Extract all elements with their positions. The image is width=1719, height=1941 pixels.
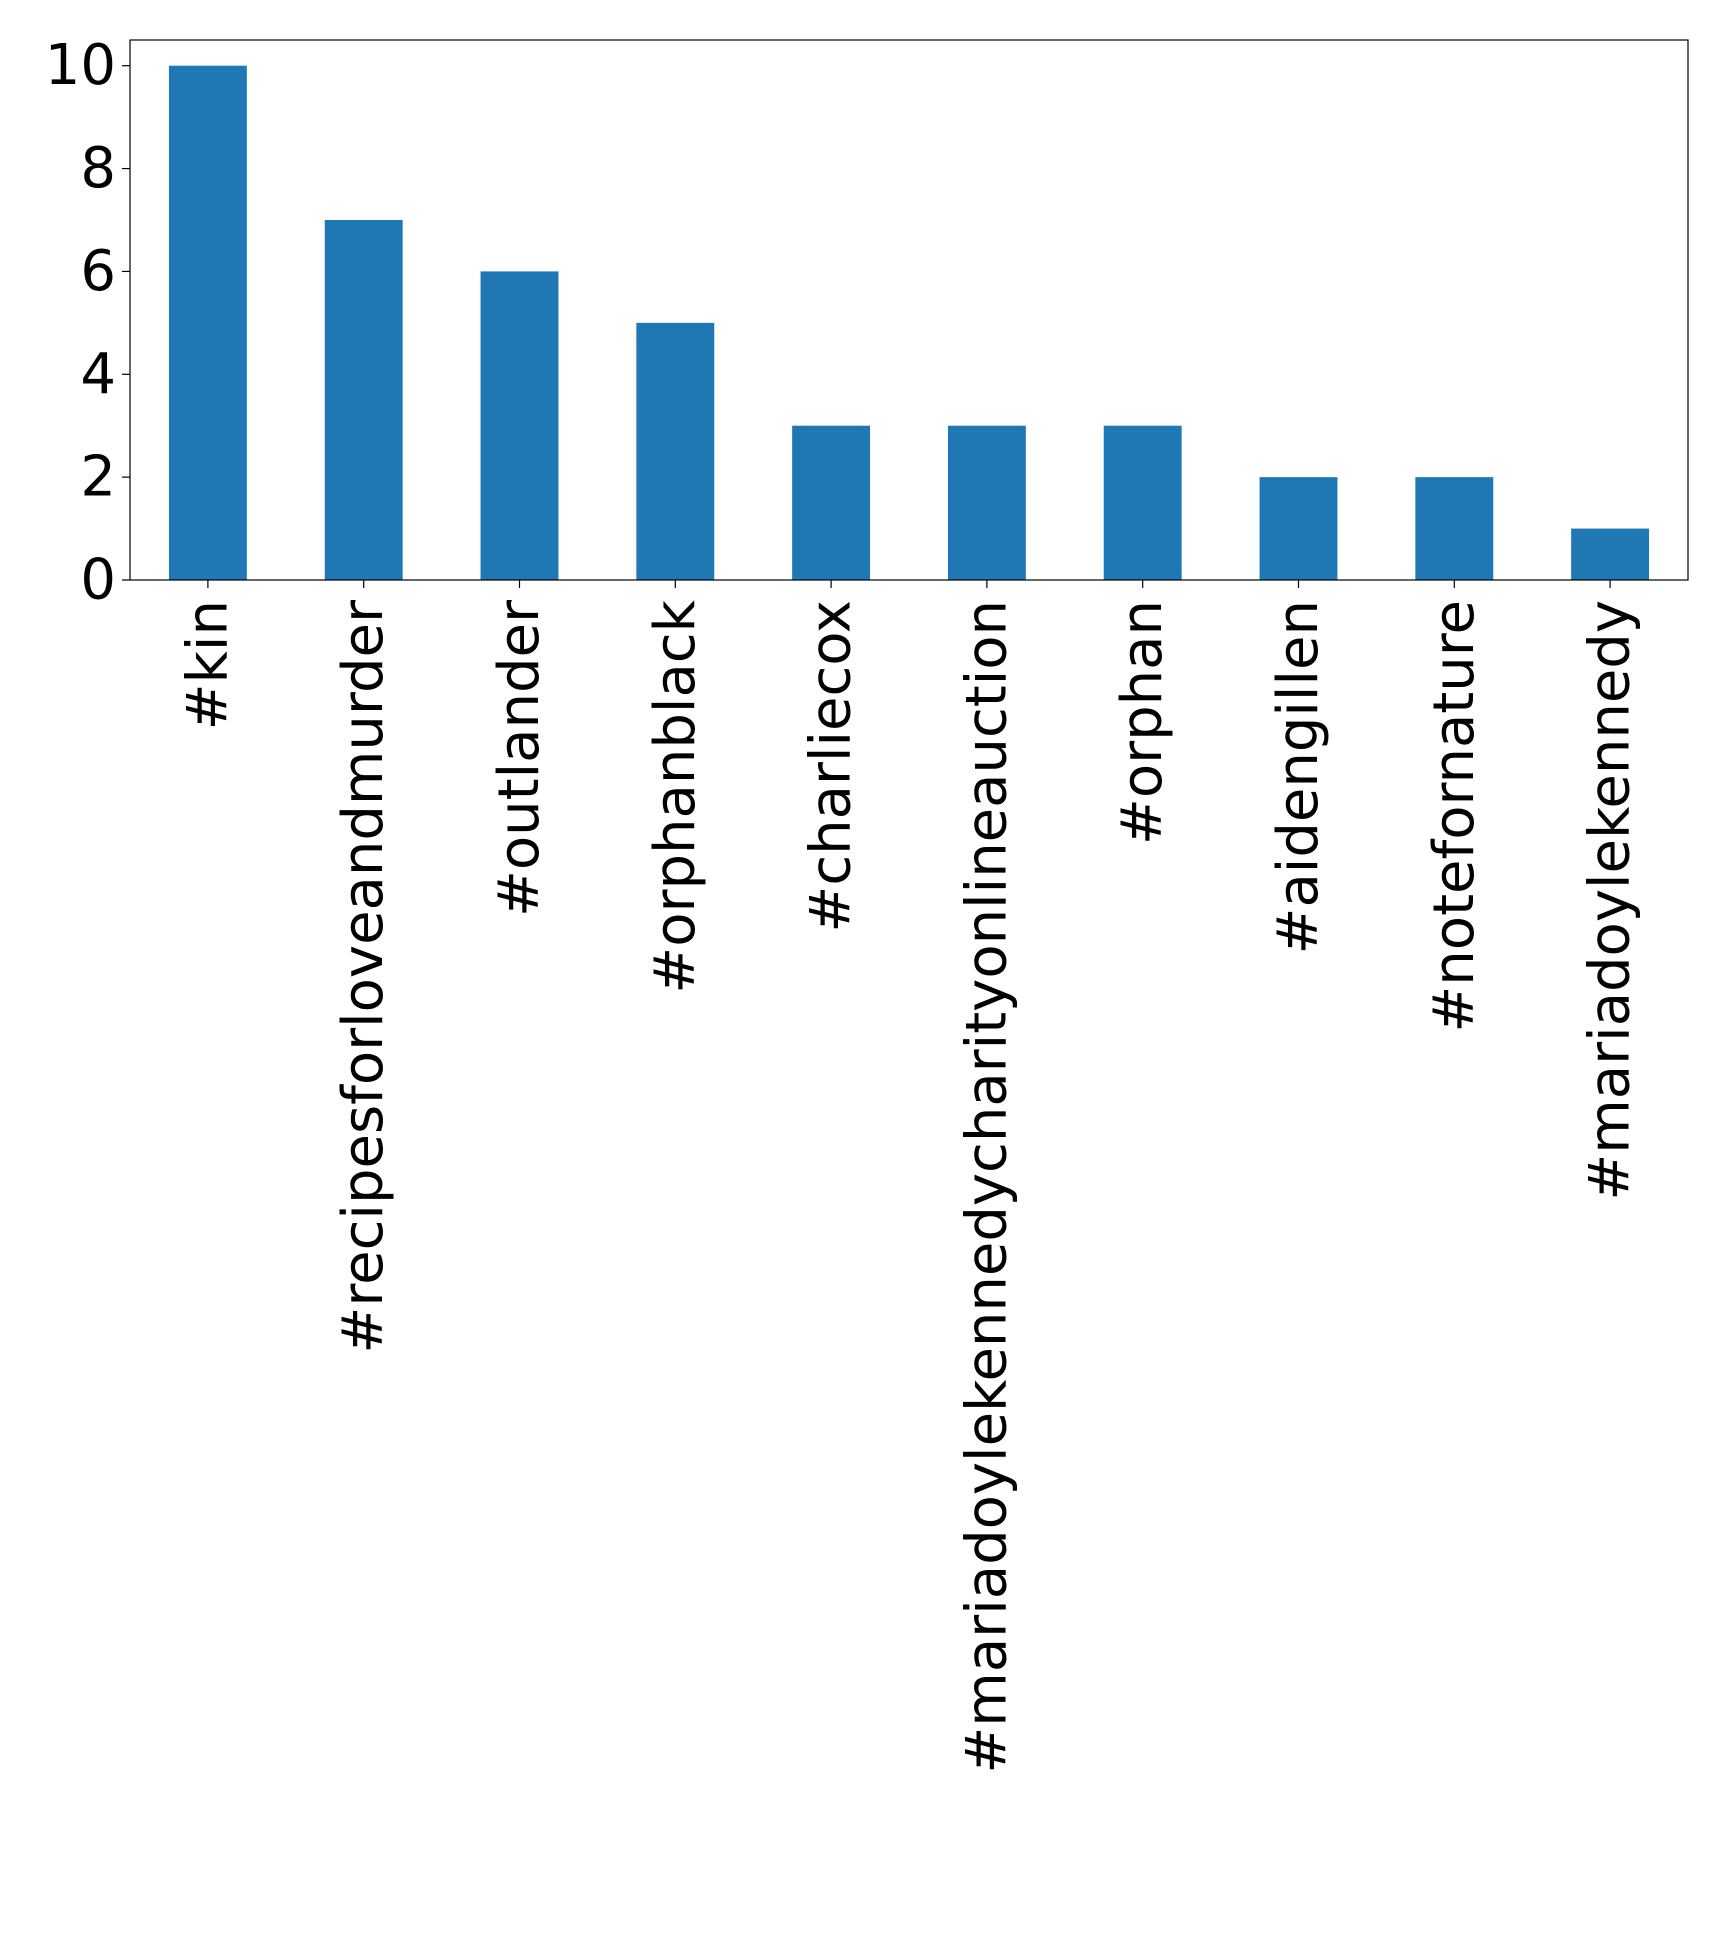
x-tick-label: #orphan bbox=[1110, 600, 1175, 845]
bar-5 bbox=[947, 425, 1026, 580]
bar-6 bbox=[1103, 425, 1182, 580]
x-tick-label: #orphanblack bbox=[643, 599, 708, 993]
bar-4 bbox=[792, 425, 871, 580]
y-axis-ticks: 0 2 4 6 8 10 bbox=[45, 33, 130, 613]
y-tick-label: 0 bbox=[80, 548, 116, 613]
y-tick-label: 4 bbox=[80, 342, 116, 407]
bar-8 bbox=[1415, 477, 1494, 580]
x-tick-label: #charliecox bbox=[799, 600, 864, 933]
bar-1 bbox=[324, 220, 403, 580]
y-tick-label: 6 bbox=[80, 239, 116, 304]
plot-frame bbox=[129, 39, 1689, 581]
bar-0 bbox=[168, 65, 247, 580]
x-tick-label: #mariadoylekennedycharityonlineauction bbox=[954, 600, 1019, 1774]
y-tick-label: 8 bbox=[80, 136, 116, 201]
bar-9 bbox=[1571, 528, 1650, 580]
x-tick-label: #recipesforloveandmurder bbox=[331, 599, 396, 1354]
x-tick-label: #kin bbox=[175, 600, 240, 730]
bars-layer bbox=[168, 65, 1650, 580]
x-axis-ticks: #kin #recipesforloveandmurder #outlander #o… bbox=[175, 580, 1643, 1774]
bar-7 bbox=[1259, 477, 1338, 580]
x-tick-label: #notefornature bbox=[1422, 600, 1487, 1033]
bar-2 bbox=[480, 271, 559, 580]
x-tick-label: #mariadoylekennedy bbox=[1578, 600, 1643, 1201]
x-tick-label: #aidengillen bbox=[1266, 600, 1331, 954]
bar-3 bbox=[636, 322, 715, 580]
x-tick-label: #outlander bbox=[487, 599, 552, 917]
y-tick-label: 10 bbox=[45, 33, 116, 98]
y-tick-label: 2 bbox=[80, 445, 116, 510]
